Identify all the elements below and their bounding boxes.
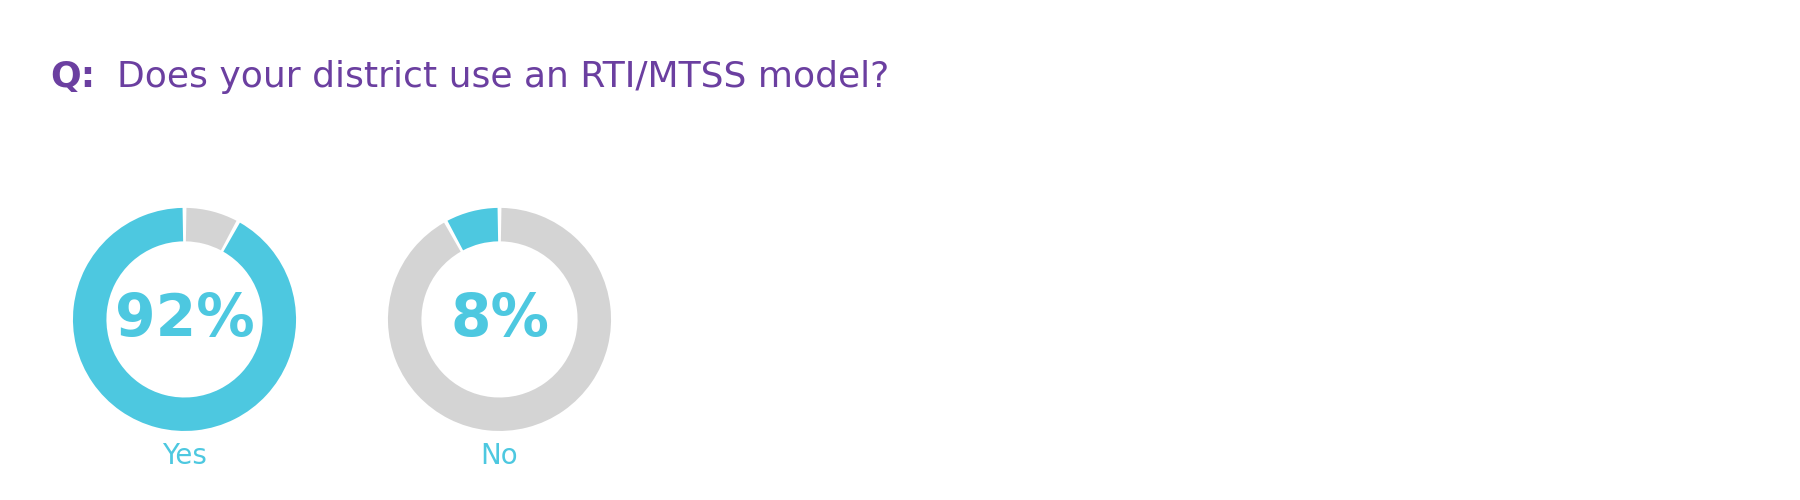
Text: Q:: Q: <box>50 60 95 94</box>
Text: 8%: 8% <box>450 291 549 348</box>
Wedge shape <box>389 208 610 431</box>
Wedge shape <box>74 208 295 431</box>
Text: Does your district use an RTI/MTSS model?: Does your district use an RTI/MTSS model… <box>117 60 889 94</box>
Text: 92%: 92% <box>115 291 254 348</box>
Text: Yes: Yes <box>162 442 207 469</box>
Wedge shape <box>185 208 236 250</box>
Text: No: No <box>481 442 518 469</box>
Wedge shape <box>448 208 499 250</box>
